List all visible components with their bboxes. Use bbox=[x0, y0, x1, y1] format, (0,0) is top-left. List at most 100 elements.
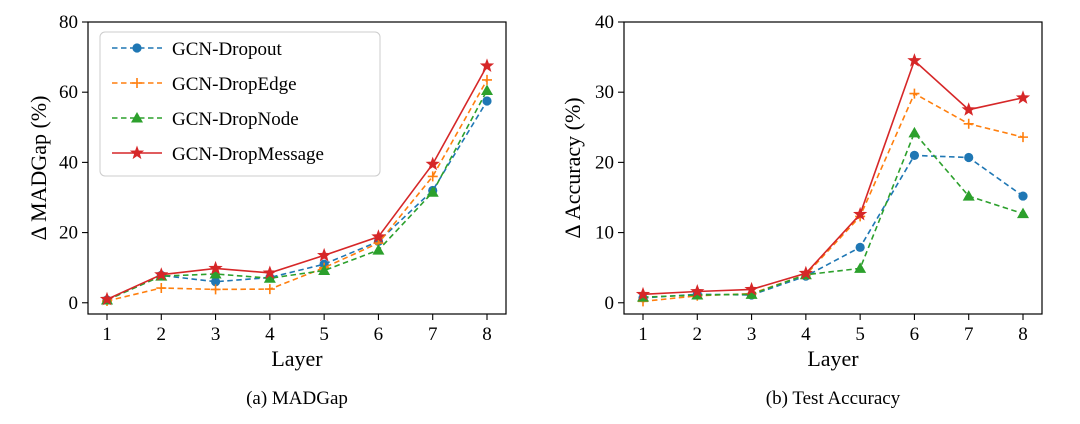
data-point-gcn-dropmessage bbox=[208, 260, 223, 275]
legend-marker-gcn-dropmessage bbox=[129, 145, 145, 160]
test-accuracy-chart: Layer Δ Accuracy (%) (b) Test Accuracy 1… bbox=[560, 12, 1043, 409]
data-point-gcn-dropnode bbox=[745, 288, 758, 299]
x-tick-label: 2 bbox=[157, 324, 167, 345]
data-point-gcn-dropmessage bbox=[635, 286, 651, 301]
y-tick-label: 40 bbox=[595, 12, 614, 33]
y-tick-label: 0 bbox=[605, 293, 615, 314]
x-tick-label: 4 bbox=[265, 324, 275, 345]
data-point-gcn-dropout bbox=[964, 152, 974, 163]
data-point-gcn-dropmessage bbox=[425, 156, 440, 171]
x-tick-label: 5 bbox=[319, 324, 329, 345]
series-line-gcn-dropout bbox=[642, 154, 1024, 299]
plot-frame bbox=[623, 21, 1043, 315]
x-tick-label: 1 bbox=[638, 324, 648, 345]
madgap-chart: Layer Δ MADGap (%) (a) MADGap 1 2 3 4 5 6 7 8 0… bbox=[26, 12, 507, 409]
data-point-gcn-dropnode bbox=[1017, 207, 1029, 219]
data-point-gcn-dropmessage bbox=[961, 102, 976, 116]
series-line-gcn-dropmessage bbox=[642, 59, 1024, 296]
data-point-gcn-dropout bbox=[482, 96, 492, 106]
series-group bbox=[635, 53, 1031, 307]
data-point-gcn-dropmessage bbox=[853, 206, 868, 221]
x-tick-label: 6 bbox=[910, 324, 920, 345]
data-point-gcn-dropnode bbox=[481, 84, 493, 95]
legend-label-dropedge: GCN-DropEdge bbox=[172, 74, 297, 95]
y-tick-label: 20 bbox=[595, 152, 614, 173]
data-point-gcn-dropnode bbox=[263, 272, 276, 283]
x-tick-label: 1 bbox=[102, 324, 112, 345]
x-tick-label: 8 bbox=[1018, 324, 1028, 345]
data-point-gcn-dropmessage bbox=[798, 265, 813, 280]
data-point-gcn-dropmessage bbox=[690, 284, 705, 298]
data-point-gcn-dropedge bbox=[156, 283, 167, 294]
x-tick-label: 5 bbox=[855, 324, 865, 345]
series-group bbox=[99, 58, 495, 307]
legend-label-dropout: GCN-Dropout bbox=[172, 39, 282, 60]
x-tick-label: 7 bbox=[964, 324, 974, 345]
data-point-gcn-dropnode bbox=[209, 267, 222, 279]
chart-caption: (a) MADGap bbox=[246, 388, 348, 409]
data-point-gcn-dropmessage bbox=[262, 265, 277, 280]
data-point-gcn-dropnode bbox=[854, 262, 867, 273]
y-axis-label: Δ Accuracy (%) bbox=[560, 97, 585, 238]
series-line-gcn-dropnode bbox=[106, 90, 488, 301]
chart-caption: (b) Test Accuracy bbox=[766, 388, 901, 409]
x-tick-label: 2 bbox=[693, 324, 703, 345]
series-line-gcn-dropedge bbox=[106, 79, 488, 302]
x-ticks: 1 2 3 4 5 6 7 8 bbox=[638, 314, 1028, 345]
data-point-gcn-dropmessage bbox=[371, 229, 386, 243]
data-point-gcn-dropout bbox=[909, 150, 920, 160]
data-point-gcn-dropedge bbox=[963, 118, 974, 129]
y-ticks: 0 20 40 60 80 bbox=[59, 12, 88, 314]
plot-frame bbox=[87, 21, 507, 315]
data-point-gcn-dropmessage bbox=[1015, 90, 1031, 104]
data-point-gcn-dropmessage bbox=[907, 53, 922, 67]
data-point-gcn-dropout bbox=[1018, 191, 1028, 201]
data-point-gcn-dropnode bbox=[318, 264, 331, 275]
legend-label-dropnode: GCN-DropNode bbox=[172, 109, 299, 130]
data-point-gcn-dropedge bbox=[427, 171, 438, 182]
y-axis-label: Δ MADGap (%) bbox=[26, 96, 51, 241]
y-tick-label: 40 bbox=[59, 152, 78, 173]
data-point-gcn-dropnode bbox=[908, 126, 921, 138]
data-point-gcn-dropout bbox=[855, 242, 865, 252]
data-point-gcn-dropedge bbox=[210, 284, 221, 295]
legend: GCN-Dropout GCN-DropEdge GCN-DropNode GC… bbox=[99, 31, 381, 177]
legend-marker-gcn-dropout bbox=[132, 43, 142, 53]
data-point-gcn-dropnode bbox=[962, 190, 975, 201]
y-tick-label: 80 bbox=[59, 12, 78, 33]
series-line-gcn-dropmessage bbox=[106, 65, 488, 301]
y-tick-label: 10 bbox=[595, 223, 614, 244]
legend-marker-gcn-dropnode bbox=[131, 112, 143, 123]
x-tick-label: 3 bbox=[747, 324, 757, 345]
y-tick-label: 0 bbox=[69, 293, 79, 314]
legend-label-dropmessage: GCN-DropMessage bbox=[172, 144, 324, 165]
x-tick-label: 3 bbox=[211, 324, 221, 345]
data-point-gcn-dropmessage bbox=[317, 247, 332, 262]
data-point-gcn-dropedge bbox=[909, 88, 920, 99]
data-point-gcn-dropout bbox=[210, 277, 221, 287]
x-tick-label: 8 bbox=[482, 324, 492, 345]
data-point-gcn-dropedge bbox=[1018, 132, 1028, 143]
x-tick-label: 4 bbox=[801, 324, 811, 345]
x-ticks: 1 2 3 4 5 6 7 8 bbox=[102, 314, 492, 345]
y-tick-label: 20 bbox=[59, 223, 78, 244]
x-axis-label: Layer bbox=[271, 346, 323, 371]
data-point-gcn-dropnode bbox=[426, 186, 439, 197]
data-point-gcn-dropedge bbox=[482, 74, 492, 85]
series-line-gcn-dropout bbox=[106, 100, 488, 301]
data-point-gcn-dropedge bbox=[264, 284, 275, 295]
x-axis-label: Layer bbox=[807, 346, 859, 371]
data-point-gcn-dropmessage bbox=[154, 267, 169, 281]
legend-marker-gcn-dropedge bbox=[132, 78, 142, 88]
series-line-gcn-dropnode bbox=[642, 131, 1024, 298]
data-point-gcn-dropmessage bbox=[99, 291, 115, 306]
y-ticks: 0 10 20 30 40 bbox=[595, 12, 624, 314]
x-tick-label: 7 bbox=[428, 324, 438, 345]
data-point-gcn-dropmessage bbox=[744, 281, 759, 296]
y-tick-label: 30 bbox=[595, 82, 614, 103]
data-point-gcn-dropmessage bbox=[479, 58, 495, 72]
y-tick-label: 60 bbox=[59, 82, 78, 103]
legend-box bbox=[99, 31, 381, 177]
x-tick-label: 6 bbox=[374, 324, 384, 345]
